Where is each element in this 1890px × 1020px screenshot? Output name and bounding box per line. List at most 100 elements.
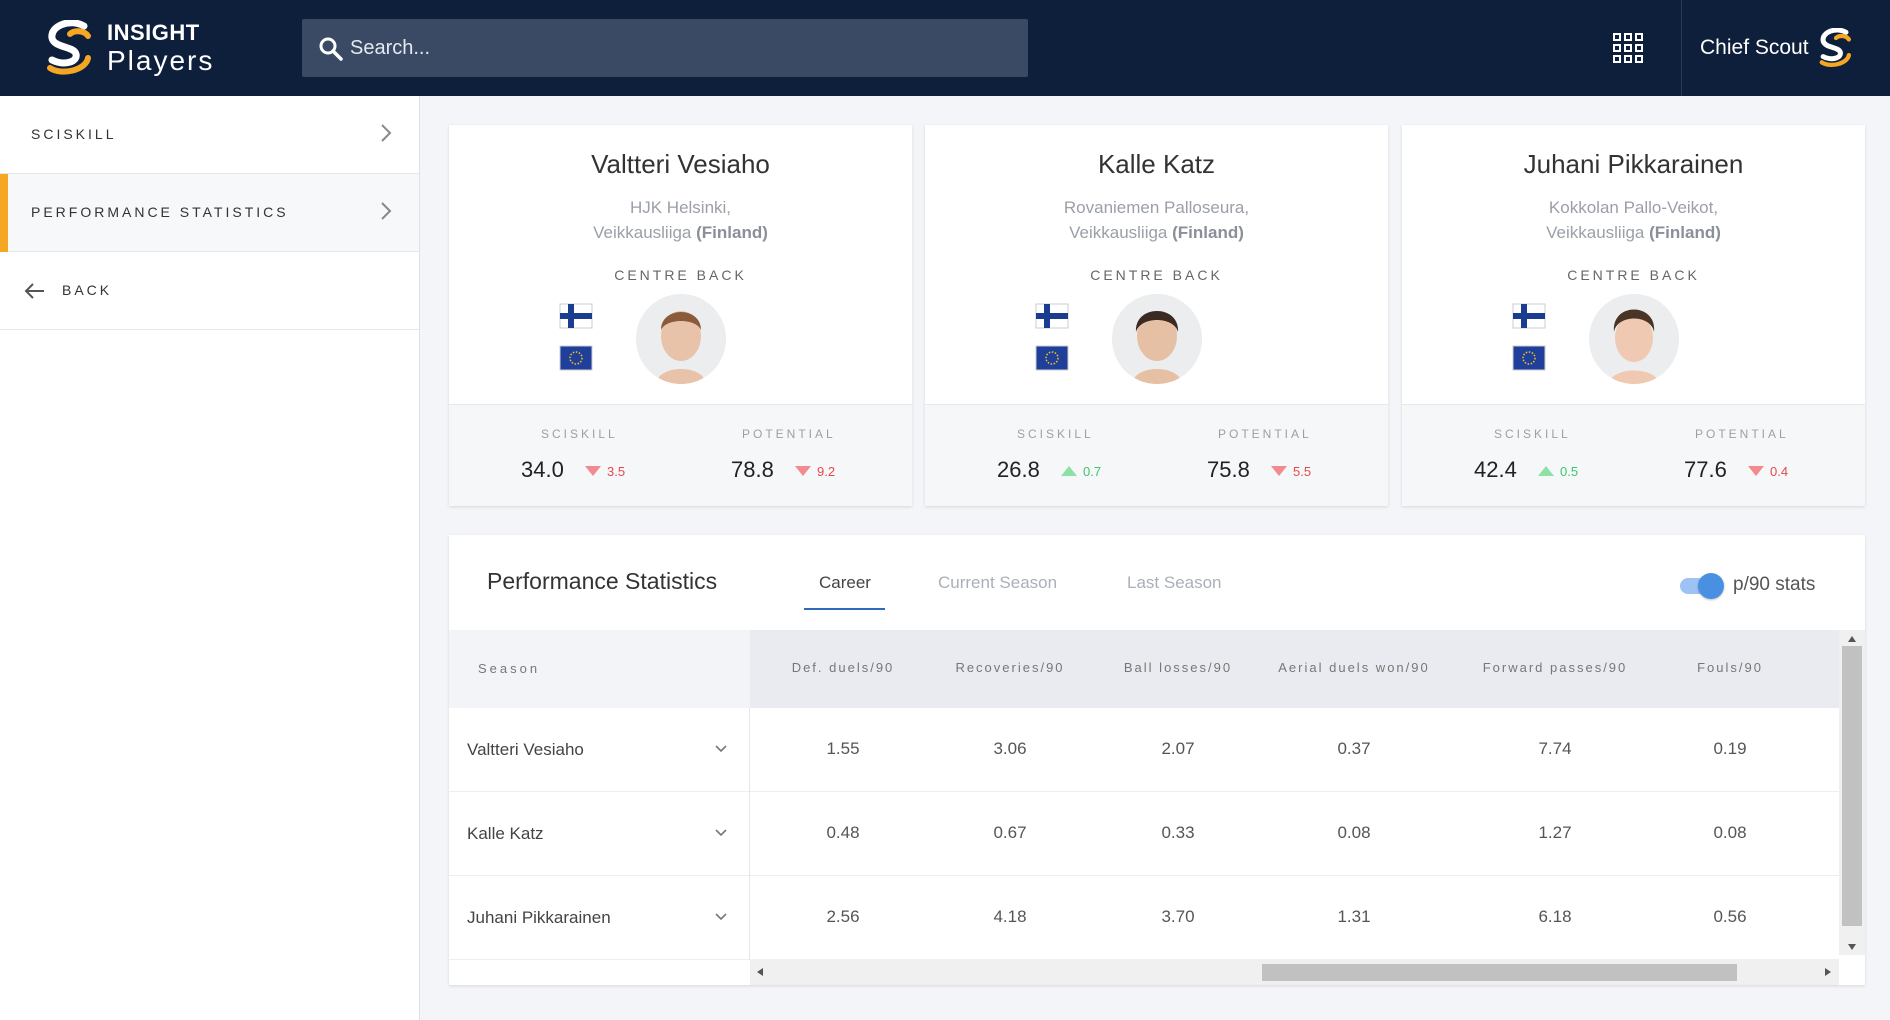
vertical-scrollbar[interactable] [1839,630,1865,955]
country-name: (Finland) [1172,223,1244,242]
chevron-down-icon[interactable] [714,828,728,838]
table-cell: 0.19 [1713,739,1747,758]
chevron-down-icon[interactable] [714,744,728,754]
club-name: Kokkolan Pallo-Veikot, [1548,198,1719,217]
column-header[interactable]: Forward passes/90 [1482,660,1628,675]
back-label: BACK [62,282,113,298]
column-header[interactable]: Aerial duels won/90 [1278,660,1430,675]
potential-label: POTENTIAL [1695,427,1789,441]
potential-delta: 0.4 [1770,464,1789,479]
scrollbar-thumb[interactable] [1262,964,1737,981]
table-header: Def. duels/90 Recoveries/90 Ball losses/… [750,630,1839,708]
down-triangle-icon [795,466,811,476]
sidebar-item-label: PERFORMANCE STATISTICS [31,204,289,220]
column-divider [749,708,750,792]
column-header[interactable]: Recoveries/90 [955,660,1065,675]
row-player-name: Kalle Katz [467,824,544,843]
user-logo-icon[interactable] [1816,28,1856,68]
scroll-right-icon[interactable] [1823,967,1833,977]
table-cell: 1.55 [826,739,860,758]
potential-delta: 5.5 [1293,464,1312,479]
table-cell: 7.74 [1538,739,1572,758]
tab-current-season[interactable]: Current Season [938,573,1058,592]
sidebar-back[interactable]: BACK [0,252,419,330]
avatar-image [1589,294,1679,384]
league-name: Veikkausliiga [1546,223,1645,242]
column-header[interactable]: Ball losses/90 [1123,660,1233,675]
player-card[interactable]: Juhani Pikkarainen Kokkolan Pallo-Veikot… [1402,125,1865,506]
panel-title: Performance Statistics [487,568,718,594]
club-name: Rovaniemen Palloseura, [1063,198,1250,217]
down-triangle-icon [1271,466,1287,476]
scroll-left-icon[interactable] [755,967,765,977]
potential-label: POTENTIAL [1218,427,1312,441]
player-name: Kalle Katz [1097,149,1216,179]
player-position: CENTRE BACK [1090,267,1223,283]
sidebar-item-label: SCISKILL [31,126,117,142]
user-menu[interactable]: Chief Scout [1700,36,1809,59]
sidebar-item-performance-statistics[interactable]: PERFORMANCE STATISTICS [0,174,419,252]
down-triangle-icon [1748,466,1764,476]
row-player-name: Valtteri Vesiaho [467,740,584,759]
p90-toggle[interactable] [1680,573,1724,599]
row-player-name: Juhani Pikkarainen [467,908,611,927]
performance-panel: Performance Statistics Career Current Se… [449,535,1865,985]
logo-icon[interactable] [44,20,96,76]
eu-flag-icon [559,345,593,371]
sidebar-item-sciskill[interactable]: SCISKILL [0,96,419,174]
player-avatar [1589,294,1679,384]
table-row: Juhani Pikkarainen 2.56 4.18 3.70 1.31 6… [449,876,1839,960]
chevron-right-icon [381,124,392,142]
potential-value: 75.8 [1207,457,1250,482]
column-header[interactable]: Fouls/90 [1697,660,1763,675]
player-position: CENTRE BACK [614,267,747,283]
eu-flag-icon [1035,345,1069,371]
chevron-down-icon[interactable] [714,912,728,922]
table-cell: 0.48 [826,823,860,842]
country-name: (Finland) [1649,223,1721,242]
search-input[interactable] [350,19,1010,77]
potential-value: 77.6 [1684,457,1727,482]
table-row: Valtteri Vesiaho 1.55 3.06 2.07 0.37 7.7… [449,708,1839,792]
horizontal-scrollbar[interactable] [750,959,1839,985]
arrow-left-icon [24,283,44,299]
top-bar: INSIGHT Players Chief Scout [0,0,1890,96]
player-card[interactable]: Valtteri Vesiaho HJK Helsinki, Veikkausl… [449,125,912,506]
table-cell: 2.07 [1161,739,1195,758]
season-header: Season [478,661,541,676]
tab-career[interactable]: Career [819,573,871,592]
up-triangle-icon [1538,466,1554,476]
player-name: Juhani Pikkarainen [1523,149,1744,179]
player-card[interactable]: Kalle Katz Rovaniemen Palloseura, Veikka… [925,125,1388,506]
sciskill-label: SCISKILL [541,427,618,441]
sciskill-delta: 3.5 [607,464,626,479]
table-cell: 2.56 [826,907,860,926]
scroll-down-icon[interactable] [1847,942,1857,952]
sciskill-delta: 0.5 [1560,464,1579,479]
toggle-knob [1698,573,1724,599]
apps-grid-icon[interactable] [1612,32,1644,64]
sciskill-label: SCISKILL [1017,427,1094,441]
country-name: (Finland) [696,223,768,242]
down-triangle-icon [585,466,601,476]
player-position: CENTRE BACK [1567,267,1700,283]
tab-last-season[interactable]: Last Season [1127,573,1222,592]
table-cell: 0.08 [1337,823,1371,842]
column-divider [749,792,750,876]
sciskill-delta: 0.7 [1083,464,1102,479]
column-header[interactable]: Def. duels/90 [791,660,895,675]
scroll-up-icon[interactable] [1847,634,1857,644]
header-divider [1681,0,1682,96]
avatar-image [636,294,726,384]
sciskill-value: 26.8 [997,457,1040,482]
chevron-right-icon [381,202,392,220]
column-divider [749,876,750,960]
potential-label: POTENTIAL [742,427,836,441]
table-cell: 3.06 [993,739,1027,758]
table-cell: 0.08 [1713,823,1747,842]
player-club: HJK Helsinki, Veikkausliiga (Finland) [449,195,912,245]
scrollbar-thumb[interactable] [1842,646,1862,926]
potential-delta: 9.2 [817,464,836,479]
finland-flag-icon [1035,303,1069,329]
table-row: Kalle Katz 0.48 0.67 0.33 0.08 1.27 0.08 [449,792,1839,876]
